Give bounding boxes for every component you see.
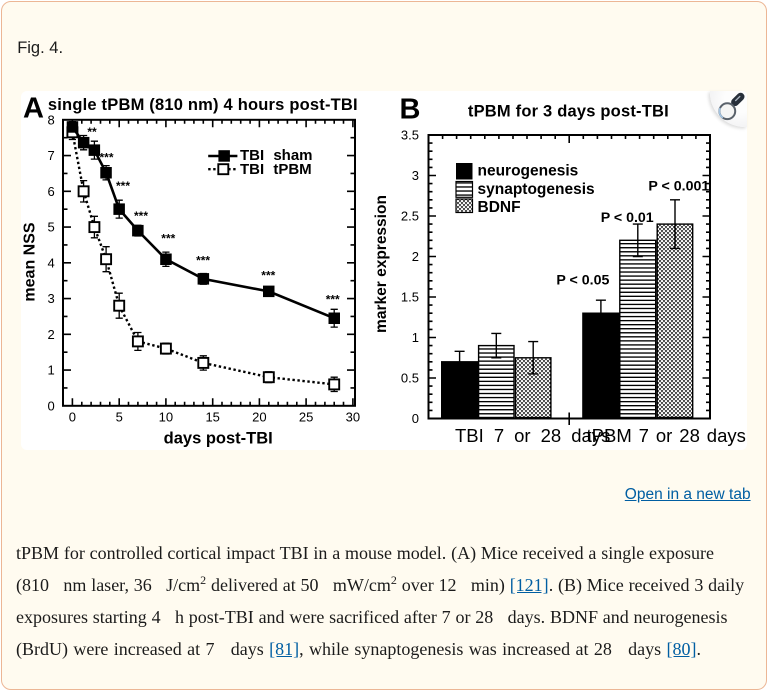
svg-text:**: ** [87,125,97,139]
svg-text:10: 10 [159,410,173,425]
svg-text:P < 0.01: P < 0.01 [601,210,654,226]
svg-text:25: 25 [299,410,313,425]
svg-text:5: 5 [47,220,54,235]
svg-text:TBI sham: TBI sham [240,147,313,164]
svg-text:2.5: 2.5 [401,209,419,224]
svg-text:2: 2 [47,327,54,342]
svg-text:***: *** [99,150,113,164]
svg-text:P < 0.05: P < 0.05 [556,273,609,289]
svg-text:marker expression: marker expression [373,195,390,333]
svg-text:***: *** [261,269,275,283]
svg-text:0: 0 [69,410,76,425]
svg-text:neurogenesis: neurogenesis [478,163,579,180]
svg-text:***: *** [116,179,130,193]
svg-text:***: *** [326,293,340,307]
svg-text:tPBM for 3 days post-TBI: tPBM for 3 days post-TBI [468,103,669,121]
svg-text:TBI 7 or 28 days: TBI 7 or 28 days [455,425,610,446]
svg-text:3: 3 [47,291,54,306]
svg-text:1: 1 [412,330,419,345]
svg-text:8: 8 [47,113,54,128]
svg-text:BDNF: BDNF [478,199,521,216]
svg-text:3: 3 [412,168,419,183]
svg-text:days post-TBI: days post-TBI [164,430,273,448]
svg-text:2: 2 [412,249,419,264]
svg-text:***: *** [196,253,210,267]
svg-text:4: 4 [47,255,54,270]
svg-text:P < 0.001: P < 0.001 [648,178,709,194]
svg-text:tPBM 7 or 28 days: tPBM 7 or 28 days [587,425,746,446]
svg-text:synaptogenesis: synaptogenesis [478,181,595,198]
svg-text:A: A [23,92,44,124]
svg-text:7: 7 [47,148,54,163]
svg-text:***: *** [134,209,148,223]
svg-text:30: 30 [346,410,360,425]
svg-text:***: *** [161,231,175,245]
svg-text:15: 15 [205,410,219,425]
svg-text:1.5: 1.5 [401,290,419,305]
svg-text:3.5: 3.5 [401,128,419,143]
svg-text:6: 6 [47,184,54,199]
svg-text:5: 5 [116,410,123,425]
svg-text:0.5: 0.5 [401,371,419,386]
svg-text:B: B [400,94,421,126]
svg-text:0: 0 [412,411,419,426]
svg-text:20: 20 [252,410,266,425]
svg-text:0: 0 [47,398,54,413]
svg-text:1: 1 [47,363,54,378]
svg-text:mean NSS: mean NSS [22,222,39,301]
svg-text:single tPBM (810 nm) 4 hours p: single tPBM (810 nm) 4 hours post-TBI [48,96,358,114]
svg-text:TBI tPBM: TBI tPBM [240,161,312,178]
